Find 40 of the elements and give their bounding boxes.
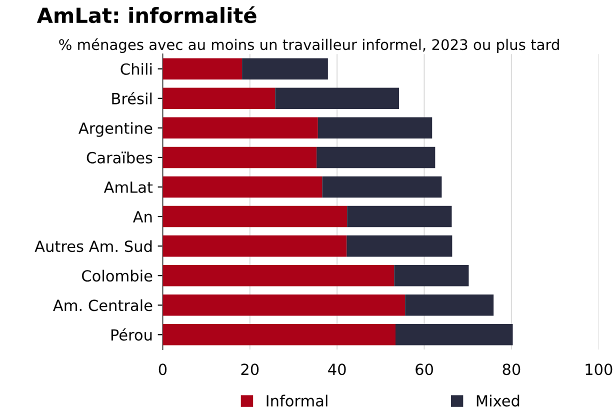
bar — [394, 264, 469, 286]
x-tick-label: 100 — [586, 364, 612, 376]
bar — [162, 176, 322, 198]
bar — [405, 294, 494, 316]
x-tick-label: 40 — [328, 364, 346, 376]
x-tick-label: 60 — [416, 364, 433, 376]
bar — [322, 176, 442, 198]
bar — [316, 146, 436, 168]
legend-label: Informal — [266, 394, 328, 407]
y-tick-label: Autres Am. Sud — [34, 240, 152, 252]
x-tick-label: 80 — [502, 364, 520, 376]
bar — [162, 88, 276, 110]
y-tick-label: Brésil — [112, 92, 152, 104]
y-tick-label: Colombie — [82, 270, 152, 282]
bar — [275, 88, 399, 110]
bar — [242, 58, 328, 80]
y-tick-label: Caraïbes — [86, 152, 152, 164]
chart-subtitle: % ménages avec au moins un travailleur informel, 2023 ou plus tard — [59, 38, 559, 53]
y-tick-label: AmLat — [104, 182, 153, 194]
bar — [162, 206, 348, 228]
y-tick-label: Argentine — [78, 122, 152, 137]
bar — [162, 58, 242, 80]
bar — [396, 324, 513, 346]
bar — [318, 117, 432, 139]
legend-label: Mixed — [476, 394, 520, 407]
y-tick-label: Am. Centrale — [53, 299, 152, 312]
x-tick-label: 0 — [158, 364, 167, 376]
bar — [162, 324, 396, 346]
bar — [346, 235, 452, 257]
bar — [347, 206, 452, 228]
chart-title: AmLat: informalité — [36, 6, 256, 24]
y-tick-label: An — [132, 211, 152, 222]
bar — [162, 264, 394, 286]
bar — [162, 235, 347, 257]
x-tick-label: 20 — [241, 364, 259, 376]
bar — [162, 117, 318, 139]
bar — [162, 294, 406, 316]
y-tick-label: Pérou — [111, 328, 152, 341]
bar — [162, 146, 317, 168]
y-tick-label: Chili — [120, 63, 152, 75]
